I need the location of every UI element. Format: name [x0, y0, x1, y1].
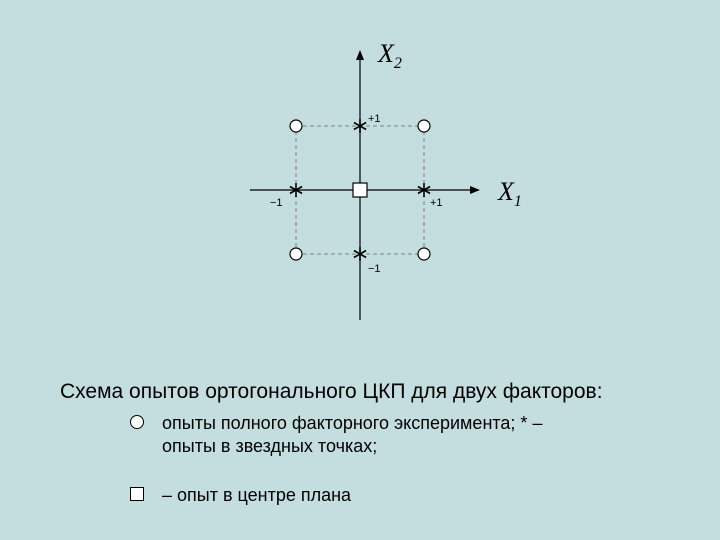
- tick-label-plus1-y: +1: [368, 113, 381, 125]
- axis-label-x1: X1: [497, 177, 522, 210]
- legend-text: – опыт в центре плана: [162, 484, 351, 507]
- x-axis-arrow-icon: [470, 186, 480, 194]
- square-icon: [130, 487, 144, 501]
- legend-row: – опыт в центре плана: [130, 484, 351, 507]
- tick-label-plus1-x: +1: [430, 197, 443, 209]
- circle-icon: [130, 415, 144, 429]
- tick-label-minus1-x: −1: [270, 197, 283, 209]
- legend-text: опыты полного факторного эксперимента; *…: [162, 412, 582, 457]
- legend-row: опыты полного факторного эксперимента; *…: [130, 412, 582, 457]
- corner-point-icon: [290, 248, 302, 260]
- corner-point-icon: [418, 120, 430, 132]
- figure-root: X2 X1 +1 +1 −1 −1 Схема опытов ортогонального…: [0, 0, 720, 540]
- figure-caption: Схема опытов ортогонального ЦКП для двух…: [60, 380, 603, 404]
- y-axis-arrow-icon: [356, 50, 364, 60]
- center-point-icon: [353, 183, 367, 197]
- tick-label-minus1-y: −1: [368, 263, 381, 275]
- corner-point-icon: [290, 120, 302, 132]
- axis-label-x2: X2: [377, 39, 402, 72]
- corner-point-icon: [418, 248, 430, 260]
- diagram-svg: X2 X1 +1 +1 −1 −1: [0, 0, 720, 540]
